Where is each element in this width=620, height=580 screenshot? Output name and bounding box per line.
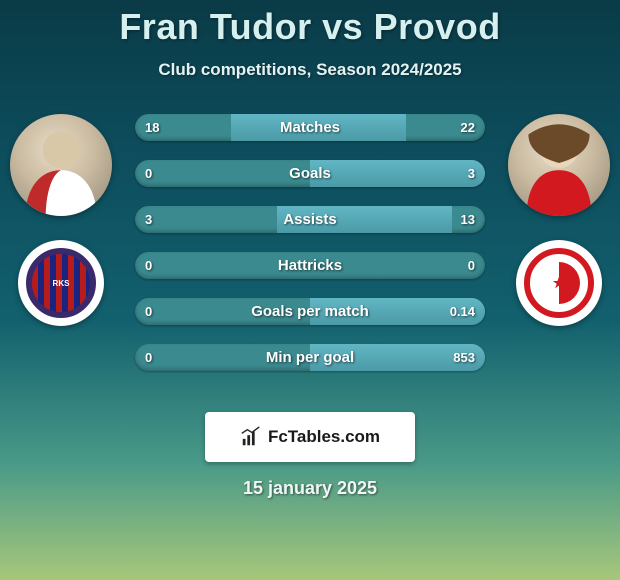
- stat-row: 0 0.14 Goals per match: [135, 298, 485, 325]
- page-subtitle: Club competitions, Season 2024/2025: [0, 60, 620, 80]
- page-title: Fran Tudor vs Provod: [0, 0, 620, 48]
- person-icon: [508, 114, 610, 216]
- stat-row: 3 13 Assists: [135, 206, 485, 233]
- stat-value-left: 18: [145, 120, 159, 135]
- stat-label: Goals per match: [251, 303, 369, 320]
- content-root: Fran Tudor vs Provod Club competitions, …: [0, 0, 620, 580]
- stat-value-left: 0: [145, 166, 152, 181]
- left-club-text: RKS: [32, 254, 90, 312]
- stat-label: Goals: [289, 165, 331, 182]
- player-left-avatar: [10, 114, 112, 216]
- stat-value-right: 22: [461, 120, 475, 135]
- stat-label: Assists: [283, 211, 336, 228]
- person-icon: [10, 114, 112, 216]
- stat-label: Matches: [280, 119, 340, 136]
- bar-fill-right: [310, 160, 485, 187]
- stat-row: 0 0 Hattricks: [135, 252, 485, 279]
- stat-value-left: 0: [145, 258, 152, 273]
- date-text: 15 january 2025: [0, 478, 620, 499]
- right-column: ★: [504, 114, 614, 326]
- stat-row: 18 22 Matches: [135, 114, 485, 141]
- right-club-badge: ★: [516, 240, 602, 326]
- stat-label: Hattricks: [278, 257, 342, 274]
- stat-value-right: 853: [453, 350, 475, 365]
- stat-value-left: 0: [145, 350, 152, 365]
- stat-row: 0 853 Min per goal: [135, 344, 485, 371]
- stat-value-right: 3: [468, 166, 475, 181]
- stat-value-right: 0: [468, 258, 475, 273]
- left-column: RKS: [6, 114, 116, 326]
- brand-text: FcTables.com: [268, 427, 380, 447]
- stat-label: Min per goal: [266, 349, 354, 366]
- stat-bars: 1822Matches03Goals313Assists00Hattricks0…: [135, 114, 485, 371]
- left-club-badge: RKS: [18, 240, 104, 326]
- player-right-avatar: [508, 114, 610, 216]
- chart-icon: [240, 426, 262, 448]
- comparison-main: RKS ★ 18 22 Matches 0 3 Goals 3 13 Assists 0 0 Hatt…: [0, 114, 620, 384]
- brand-box: FcTables.com: [205, 412, 415, 462]
- stat-value-right: 13: [461, 212, 475, 227]
- stat-value-left: 0: [145, 304, 152, 319]
- stat-value-left: 3: [145, 212, 152, 227]
- right-club-ring: ★: [524, 248, 594, 318]
- left-club-ring: RKS: [26, 248, 96, 318]
- stat-value-right: 0.14: [450, 304, 475, 319]
- stat-row: 0 3 Goals: [135, 160, 485, 187]
